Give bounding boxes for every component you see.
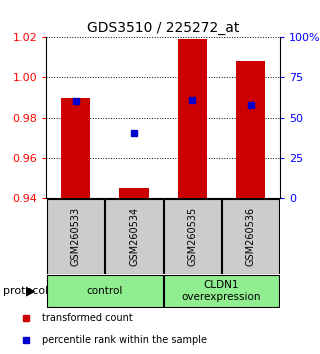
Text: GSM260534: GSM260534 (129, 207, 139, 266)
Bar (47, 199, 104, 274)
Bar (47, 275, 163, 307)
Bar (236, 61, 265, 198)
Bar (61, 98, 90, 198)
Text: ▶: ▶ (26, 285, 36, 298)
Text: control: control (87, 286, 123, 296)
Text: transformed count: transformed count (42, 313, 132, 323)
Text: CLDN1
overexpression: CLDN1 overexpression (182, 280, 261, 302)
Bar (105, 199, 163, 274)
Text: protocol: protocol (3, 286, 48, 296)
Bar (222, 199, 279, 274)
Bar (119, 188, 148, 198)
Bar (164, 199, 221, 274)
Bar (178, 39, 207, 198)
Text: percentile rank within the sample: percentile rank within the sample (42, 335, 207, 345)
Text: GSM260533: GSM260533 (71, 207, 81, 266)
Bar (164, 275, 279, 307)
Text: GSM260536: GSM260536 (246, 207, 256, 266)
Title: GDS3510 / 225272_at: GDS3510 / 225272_at (87, 21, 239, 35)
Text: GSM260535: GSM260535 (188, 207, 197, 266)
